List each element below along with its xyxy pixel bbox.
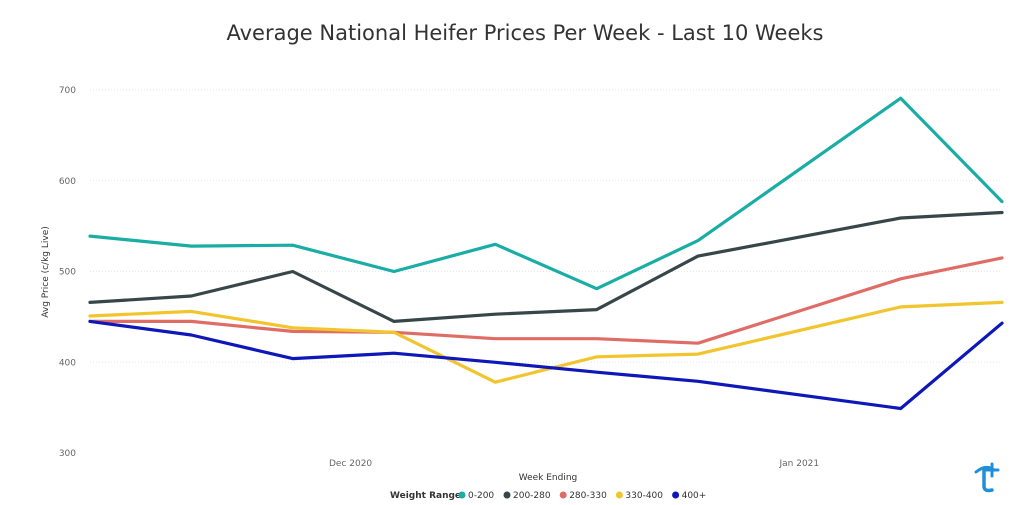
y-tick-label: 300 xyxy=(59,449,76,459)
y-tick-label: 700 xyxy=(59,86,76,96)
legend-item-label[interactable]: 200-280 xyxy=(513,491,551,501)
legend-marker[interactable] xyxy=(559,491,567,499)
y-tick-label: 600 xyxy=(59,177,76,187)
legend-item-label[interactable]: 330-400 xyxy=(625,491,663,501)
legend-marker[interactable] xyxy=(503,491,511,499)
series-lines xyxy=(88,96,1004,411)
legend-title: Weight Range xyxy=(390,491,461,501)
gridlines xyxy=(90,89,1002,363)
x-axis: Dec 2020 Jan 2021 xyxy=(329,459,819,469)
legend-marker[interactable] xyxy=(458,491,466,499)
series-line-400+ xyxy=(88,319,1004,411)
legend-marker[interactable] xyxy=(615,491,623,499)
x-axis-label: Week Ending xyxy=(519,473,578,483)
chart-title: Average National Heifer Prices Per Week … xyxy=(226,21,823,45)
series-line-280-330 xyxy=(88,256,1004,345)
y-tick-label: 400 xyxy=(59,358,76,368)
brand-logo-icon xyxy=(974,462,1000,493)
y-axis: 300 400 500 600 700 xyxy=(59,86,76,459)
series-line-0-200 xyxy=(88,96,1004,291)
legend-item-label[interactable]: 0-200 xyxy=(468,491,494,501)
y-tick-label: 500 xyxy=(59,268,76,278)
legend-marker[interactable] xyxy=(672,491,680,499)
series-line-330-400 xyxy=(88,300,1004,384)
legend-item-label[interactable]: 400+ xyxy=(682,491,707,501)
legend-item-label[interactable]: 280-330 xyxy=(569,491,607,501)
series-line-200-280 xyxy=(88,210,1004,323)
legend[interactable]: Weight Range 0-200 200-280 280-330 330-400 4… xyxy=(390,491,706,501)
x-tick-label: Jan 2021 xyxy=(779,459,820,469)
x-tick-label: Dec 2020 xyxy=(329,459,372,469)
y-axis-label: Avg Price (c/kg Live) xyxy=(41,226,51,318)
